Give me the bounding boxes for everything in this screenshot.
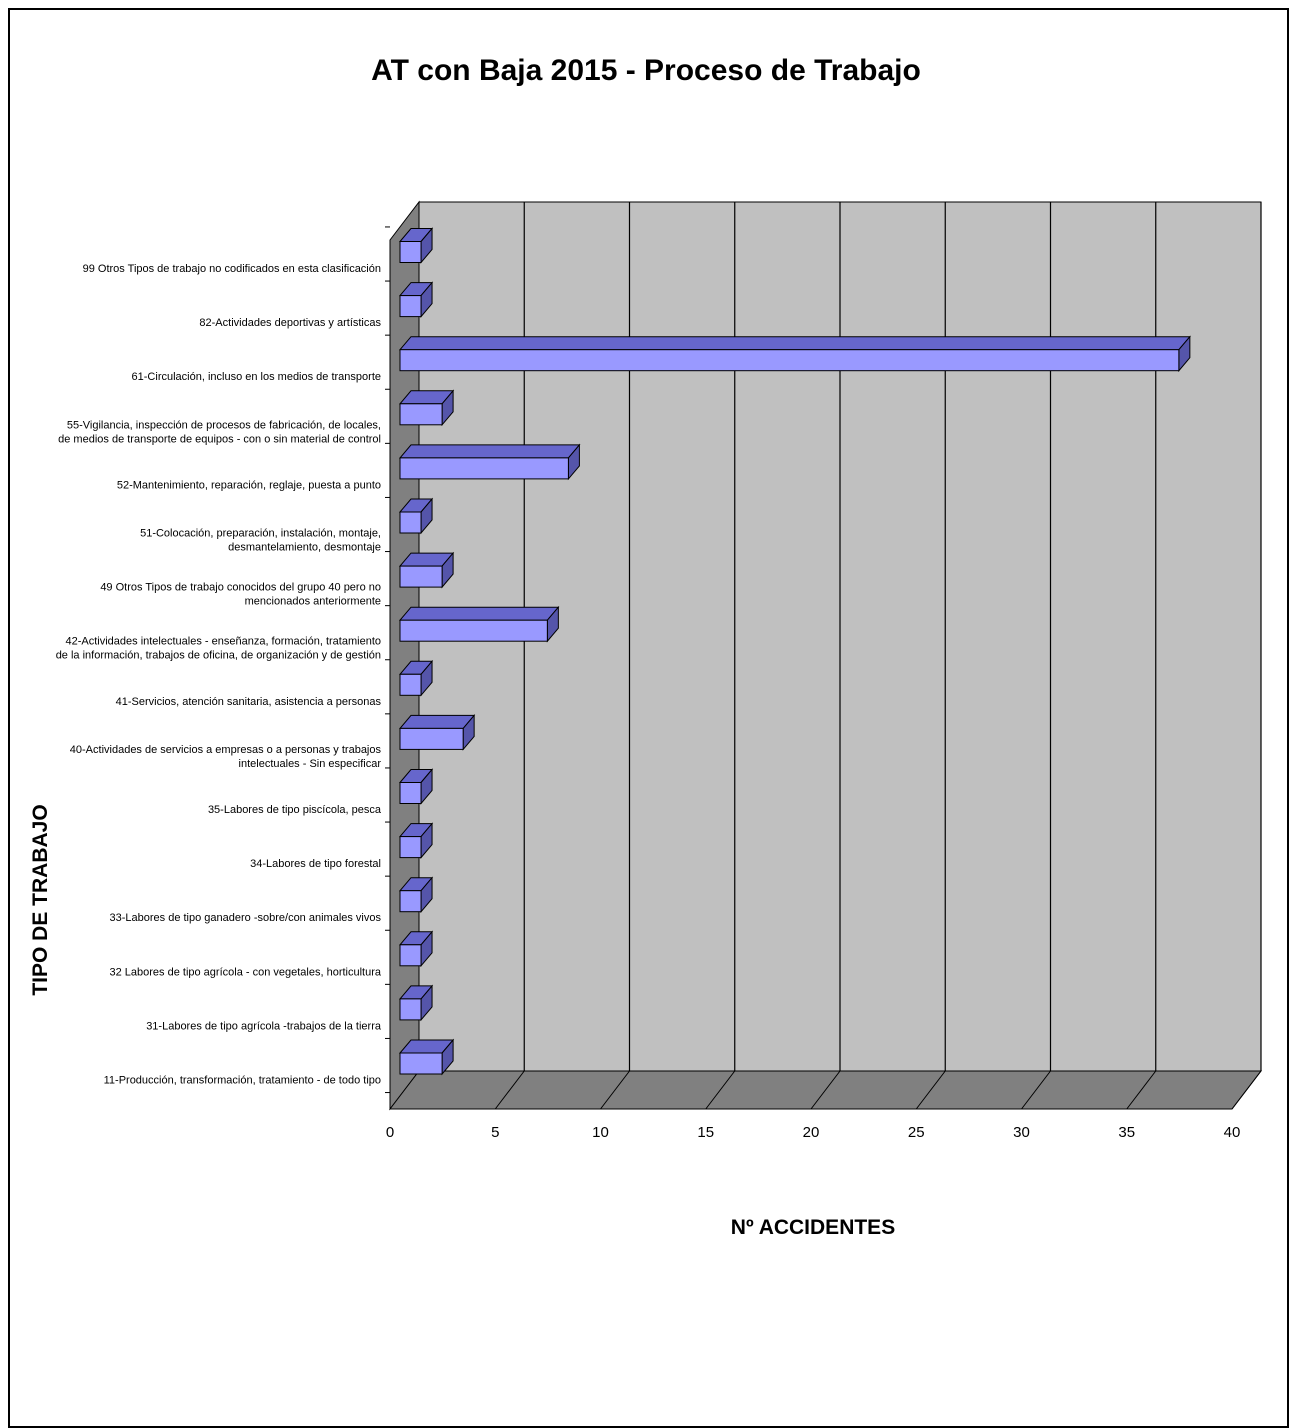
bar-front [399, 619, 548, 642]
category-label: 31-Labores de tipo agrícola -trabajos de… [146, 1020, 382, 1032]
bar-top [398, 714, 476, 729]
bar [398, 1038, 455, 1076]
bar-top [398, 336, 1191, 351]
x-tick-label: 35 [1118, 1124, 1135, 1141]
chart-title: AT con Baja 2015 - Proceso de Trabajo [371, 54, 921, 87]
category-label: 40-Actividades de servicios a empresas o… [70, 744, 382, 770]
bar-front [399, 511, 422, 534]
category-label: 82-Actividades deportivas y artísticas [199, 317, 381, 329]
bar-front [399, 890, 422, 913]
bar-front [399, 1052, 443, 1075]
bar [398, 335, 1191, 373]
floor-gridline [810, 1070, 841, 1110]
bar-top [398, 444, 581, 459]
bar [398, 930, 434, 968]
bar-front [399, 349, 1180, 372]
category-label: 99 Otros Tipos de trabajo no codificados… [83, 263, 381, 275]
x-tick-label: 10 [592, 1124, 609, 1141]
x-tick-label: 40 [1224, 1124, 1241, 1141]
category-label: 33-Labores de tipo ganadero -sobre/con a… [110, 912, 382, 924]
bar [398, 443, 581, 481]
category-label: 61-Circulación, incluso en los medios de… [132, 371, 381, 383]
x-tick-label: 15 [697, 1124, 714, 1141]
bar [398, 876, 434, 914]
category-label: 42-Actividades intelectuales - enseñanza… [56, 636, 381, 662]
bar [398, 551, 455, 589]
bar-front [399, 241, 422, 263]
category-label: 51-Colocación, preparación, instalación,… [140, 528, 381, 554]
floor-gridline [915, 1070, 946, 1110]
bars [398, 227, 1191, 1076]
x-tick-label: 30 [1013, 1124, 1030, 1141]
floor-gridline [1231, 1070, 1262, 1110]
category-label: 35-Labores de tipo piscícola, pesca [208, 804, 382, 816]
category-label: 55-Vigilancia, inspección de procesos de… [58, 419, 381, 445]
bar-front [399, 673, 422, 696]
bar-front [399, 727, 464, 750]
bar [398, 984, 434, 1022]
floor-gridline [494, 1070, 525, 1110]
bar [398, 497, 434, 535]
x-axis-title: Nº ACCIDENTES [731, 1216, 895, 1239]
bar [398, 389, 455, 427]
bar-front [399, 403, 443, 426]
floor-gridline [705, 1070, 736, 1110]
x-tick-label: 25 [908, 1124, 925, 1141]
bar [398, 281, 434, 318]
bar-front [399, 457, 569, 480]
x-tick-label: 20 [803, 1124, 820, 1141]
category-label: 52-Mantenimiento, reparación, reglaje, p… [117, 479, 381, 491]
bar [398, 822, 434, 859]
bar-front [399, 782, 422, 804]
category-label: 41-Servicios, atención sanitaria, asiste… [116, 696, 382, 708]
x-tick-label: 0 [386, 1124, 394, 1141]
floor-gridline [1126, 1070, 1157, 1110]
category-label: 11-Producción, transformación, tratamien… [104, 1075, 381, 1087]
bar [398, 768, 434, 805]
x-tick-label: 5 [491, 1124, 499, 1141]
x-tick-labels: 0 5 10 15 20 25 30 35 40 [386, 1124, 1241, 1141]
bar-front [399, 998, 422, 1021]
bar [398, 714, 476, 751]
bar [398, 659, 434, 697]
floor-gridline [600, 1070, 630, 1110]
bar-top [398, 606, 560, 621]
bar-front [399, 836, 422, 859]
bar-front [399, 944, 422, 967]
floor-gridline [1021, 1070, 1051, 1110]
bar [398, 605, 560, 643]
y-axis-title: TIPO DE TRABAJO [29, 804, 52, 995]
bar-front [399, 565, 443, 588]
bar-front [399, 295, 422, 318]
category-labels: 99 Otros Tipos de trabajo no codificados… [56, 263, 382, 1087]
category-label: 49 Otros Tipos de trabajo conocidos del … [100, 582, 381, 608]
category-label: 34-Labores de tipo forestal [250, 858, 381, 870]
category-label: 32 Labores de tipo agrícola - con vegeta… [110, 966, 382, 978]
bar [398, 227, 434, 264]
